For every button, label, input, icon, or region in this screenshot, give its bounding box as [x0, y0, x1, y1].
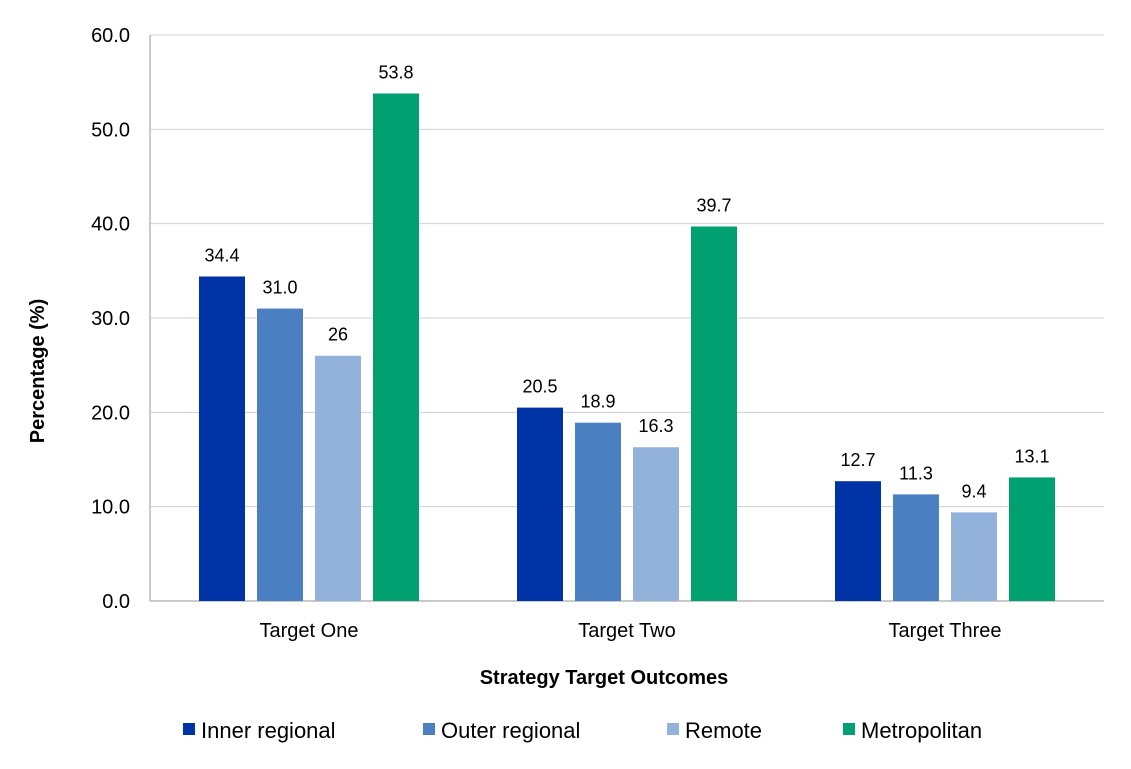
legend-swatch — [667, 723, 679, 735]
y-tick-label: 50.0 — [91, 119, 130, 141]
data-label: 26 — [328, 325, 348, 345]
data-label: 53.8 — [378, 62, 413, 82]
data-label: 18.9 — [580, 392, 615, 412]
y-tick-label: 60.0 — [91, 25, 130, 47]
x-tick-label: Target Three — [888, 620, 1001, 642]
legend-swatch — [843, 723, 855, 735]
gridlines — [149, 34, 1104, 602]
data-label: 39.7 — [696, 195, 731, 215]
x-axis-ticks: Target One Target Two Target Three — [260, 620, 1002, 642]
x-tick-label: Target One — [260, 620, 359, 642]
y-tick-label: 0.0 — [102, 591, 130, 613]
y-tick-label: 40.0 — [91, 214, 130, 236]
bar — [951, 512, 997, 601]
bars — [199, 93, 1055, 601]
bar — [691, 226, 737, 601]
legend-label: Metropolitan — [861, 718, 982, 743]
legend-label: Inner regional — [201, 718, 336, 743]
y-axis-title: Percentage (%) — [27, 299, 49, 444]
legend-swatch — [423, 723, 435, 735]
x-tick-label: Target Two — [578, 620, 675, 642]
data-label: 20.5 — [522, 377, 557, 397]
bar — [517, 407, 563, 601]
legend: Inner regional Outer regional Remote Metrop… — [183, 718, 982, 743]
data-label: 12.7 — [840, 450, 875, 470]
y-tick-label: 10.0 — [91, 497, 130, 519]
y-tick-label: 30.0 — [91, 308, 130, 330]
data-label: 11.3 — [899, 463, 933, 483]
bar — [315, 355, 361, 601]
data-label: 16.3 — [638, 416, 673, 436]
data-label: 9.4 — [961, 481, 986, 501]
y-tick-label: 20.0 — [91, 402, 130, 424]
data-label: 34.4 — [204, 245, 239, 265]
data-label: 31.0 — [262, 278, 297, 298]
bar — [257, 308, 303, 601]
legend-swatch — [183, 723, 195, 735]
bar — [1009, 477, 1055, 601]
data-labels: 34.4 31.0 26 53.8 20.5 18.9 16.3 39.7 12.7 11.3 9.… — [204, 62, 1049, 501]
bar — [893, 494, 939, 601]
x-axis-title: Strategy Target Outcomes — [480, 667, 729, 689]
y-axis-ticks: 0.0 10.0 20.0 30.0 40.0 50.0 60.0 — [91, 25, 130, 613]
bar — [373, 93, 419, 601]
legend-label: Outer regional — [441, 718, 580, 743]
bar — [199, 276, 245, 601]
bar — [835, 481, 881, 601]
legend-label: Remote — [685, 718, 762, 743]
data-label: 13.1 — [1014, 446, 1049, 466]
bar — [575, 422, 621, 601]
bar — [633, 447, 679, 601]
